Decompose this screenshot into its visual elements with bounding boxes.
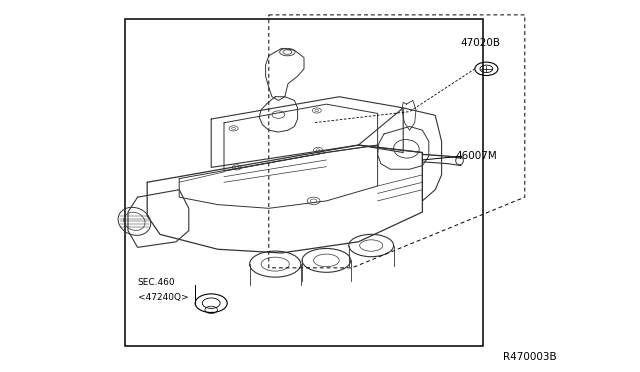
- Text: SEC.460: SEC.460: [138, 278, 175, 287]
- Text: <47240Q>: <47240Q>: [138, 293, 188, 302]
- Text: 46007M: 46007M: [456, 151, 497, 161]
- Text: R470003B: R470003B: [503, 352, 557, 362]
- Text: 47020B: 47020B: [461, 38, 500, 48]
- Bar: [125, 19, 483, 346]
